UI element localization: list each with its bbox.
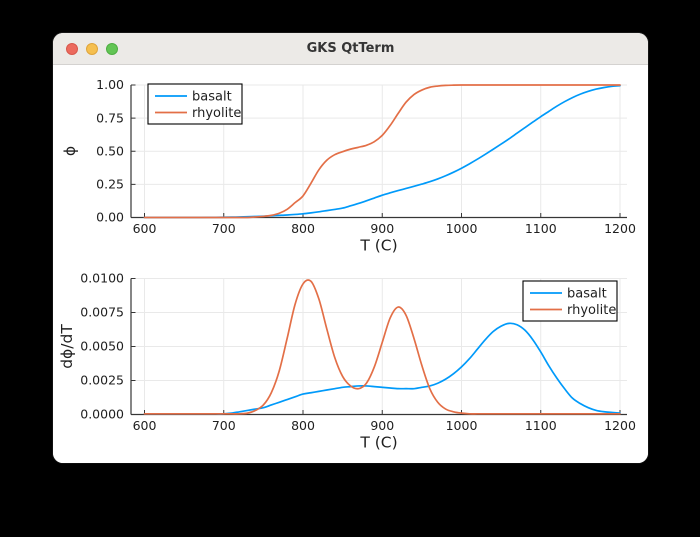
y-tick-label: 0.0075	[80, 305, 124, 320]
x-tick-label: 1000	[446, 418, 478, 433]
x-tick-label: 700	[212, 418, 236, 433]
x-axis-label: T (C)	[359, 434, 397, 452]
x-tick-label: 1100	[525, 418, 557, 433]
minimize-button[interactable]	[86, 42, 98, 55]
y-tick-label: 0.50	[96, 143, 124, 158]
legend-label-rhyolite: rhyolite	[567, 303, 616, 318]
x-tick-label: 1200	[604, 418, 636, 433]
close-button[interactable]	[66, 42, 78, 55]
y-tick-label: 0.0025	[80, 373, 124, 388]
y-axis-label: dϕ/dT	[58, 324, 76, 369]
y-tick-label: 0.0050	[80, 339, 124, 354]
x-tick-label: 700	[212, 221, 236, 236]
series-line-rhyolite	[143, 279, 621, 415]
y-tick-label: 0.25	[96, 177, 124, 192]
zoom-button[interactable]	[106, 42, 118, 55]
legend-label-rhyolite: rhyolite	[192, 106, 241, 121]
x-tick-label: 900	[370, 418, 394, 433]
x-tick-label: 1100	[525, 221, 557, 236]
x-tick-label: 600	[133, 221, 157, 236]
x-tick-label: 800	[291, 221, 315, 236]
x-axis-label: T (C)	[359, 237, 397, 255]
x-tick-label: 1200	[604, 221, 636, 236]
gks-qtterm-window: GKS QtTerm 600 700 800 900 1000 1100 1200 0.00 0…	[53, 33, 648, 463]
window-title: GKS QtTerm	[306, 41, 395, 56]
plot-area: 600 700 800 900 1000 1100 1200 0.00 0.25 0.50 0.75…	[53, 65, 648, 463]
y-tick-label: 1.00	[96, 77, 124, 92]
x-tick-label: 1000	[446, 221, 478, 236]
series-line-rhyolite	[143, 84, 621, 219]
y-tick-label: 0.0000	[80, 407, 124, 422]
x-tick-label: 600	[133, 418, 157, 433]
x-tick-label: 800	[291, 418, 315, 433]
y-tick-label: 0.00	[96, 210, 124, 225]
legend-box	[147, 83, 243, 125]
traffic-lights	[66, 33, 118, 64]
top-plot: 600 700 800 900 1000 1100 1200 0.00 0.25 0.50 0.75…	[61, 77, 636, 254]
window-titlebar[interactable]: GKS QtTerm	[53, 33, 648, 65]
legend-label-basalt: basalt	[192, 90, 232, 105]
bottom-plot: 600 700 800 900 1000 1100 1200 0.0000 0.0025 0.00…	[58, 271, 636, 452]
x-tick-label: 900	[370, 221, 394, 236]
y-tick-label: 0.0100	[80, 271, 124, 286]
y-tick-label: 0.75	[96, 110, 124, 125]
legend-box	[522, 280, 618, 322]
y-axis-label: ϕ	[61, 146, 79, 156]
charts-svg: 600 700 800 900 1000 1100 1200 0.00 0.25 0.50 0.75…	[58, 77, 636, 452]
legend-label-basalt: basalt	[567, 287, 607, 302]
